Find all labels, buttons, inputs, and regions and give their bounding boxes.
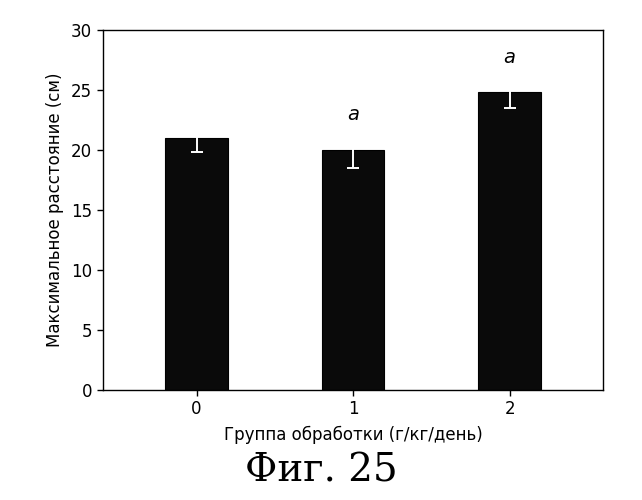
Bar	[322, 150, 385, 390]
Text: Фиг. 25: Фиг. 25	[245, 453, 397, 490]
Text: a: a	[347, 104, 359, 124]
Bar	[478, 92, 541, 390]
Bar	[166, 138, 228, 390]
Y-axis label: Максимальное расстояние (см): Максимальное расстояние (см)	[46, 72, 64, 347]
Text: a: a	[503, 48, 516, 67]
X-axis label: Группа обработки (г/кг/день): Группа обработки (г/кг/день)	[223, 426, 483, 444]
